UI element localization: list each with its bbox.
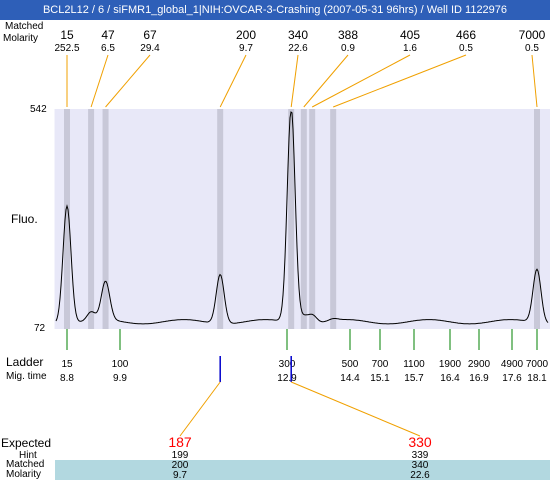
peak-molarity-label: 9.7	[239, 43, 253, 54]
peak-band	[309, 109, 316, 329]
peak-size-label: 466	[456, 28, 476, 42]
peak-band	[217, 109, 224, 329]
ladder-time-label: 16.9	[469, 373, 489, 384]
molarity-row-label: Molarity	[6, 469, 42, 480]
matched-header-label: Matched	[5, 21, 44, 32]
window-title: BCL2L12 / 6 / siFMR1_global_1|NIH:OVCAR-…	[0, 0, 550, 20]
ladder-size-label: 500	[342, 359, 359, 370]
ladder-size-label: 4900	[501, 359, 524, 370]
y-axis-title: Fluo.	[11, 212, 38, 226]
ladder-time-label: 14.4	[340, 373, 360, 384]
mig-time-label: Mig. time	[6, 371, 47, 382]
ladder-time-label: 15.1	[370, 373, 390, 384]
expected-leader-line	[179, 381, 221, 437]
peak-leader-line	[290, 54, 299, 108]
peak-molarity-label: 252.5	[54, 43, 79, 54]
ladder-size-label: 1900	[439, 359, 462, 370]
molarity-value: 9.7	[173, 470, 187, 480]
expected-size-value: 330	[408, 434, 432, 450]
ladder-size-label: 2900	[468, 359, 491, 370]
fluorescence-trace	[55, 111, 549, 325]
expected-size-value: 187	[168, 434, 192, 450]
peak-leader-line	[333, 54, 467, 108]
y-axis-min-label: 72	[34, 323, 46, 334]
ladder-time-label: 15.7	[404, 373, 424, 384]
peak-size-label: 405	[400, 28, 420, 42]
peak-size-label: 67	[143, 28, 157, 42]
ladder-size-label: 300	[279, 359, 296, 370]
peak-band	[102, 109, 109, 329]
ladder-time-label: 12.9	[277, 373, 297, 384]
matched-value: 340	[412, 460, 429, 471]
peak-molarity-label: 6.5	[101, 43, 115, 54]
peak-size-label: 15	[60, 28, 74, 42]
peak-molarity-label: 0.5	[459, 43, 473, 54]
ladder-size-label: 7000	[526, 359, 549, 370]
molarity-value: 22.6	[410, 470, 430, 480]
ladder-time-label: 17.6	[502, 373, 522, 384]
peak-band	[288, 109, 295, 329]
peak-size-label: 7000	[519, 28, 546, 42]
peak-size-label: 200	[236, 28, 256, 42]
peak-band	[64, 109, 70, 329]
peak-band	[300, 109, 307, 329]
peak-molarity-label: 0.5	[525, 43, 539, 54]
matched-row-background	[55, 460, 550, 470]
ladder-label: Ladder	[6, 355, 44, 369]
hint-value: 199	[172, 450, 189, 461]
peak-leader-line	[311, 54, 411, 108]
expected-row-label: Expected	[1, 436, 52, 450]
expected-leader-line	[291, 381, 421, 437]
ladder-time-label: 9.9	[113, 373, 127, 384]
peak-molarity-label: 1.6	[403, 43, 417, 54]
peak-leader-line	[303, 54, 349, 108]
peak-band	[330, 109, 337, 329]
peak-leader-line	[90, 54, 109, 108]
peak-leader-line	[219, 54, 247, 108]
matched-row-label: Matched	[6, 459, 45, 470]
peak-molarity-label: 22.6	[288, 43, 308, 54]
peak-band	[534, 109, 540, 329]
matched-value: 200	[172, 460, 189, 471]
ladder-size-label: 1100	[403, 359, 425, 370]
molarity-header-label: Molarity	[3, 33, 39, 44]
y-axis-max-label: 542	[30, 104, 47, 115]
peak-leader-line	[531, 54, 538, 108]
ladder-size-label: 700	[372, 359, 389, 370]
molarity-row-background	[55, 470, 550, 480]
peak-molarity-label: 0.9	[341, 43, 355, 54]
hint-row-label: Hint	[19, 450, 37, 461]
hint-value: 339	[412, 450, 429, 461]
ladder-size-label: 100	[112, 359, 129, 370]
peak-size-label: 340	[288, 28, 308, 42]
ladder-time-label: 8.8	[60, 373, 74, 384]
ladder-size-label: 15	[61, 359, 73, 370]
ladder-time-label: 18.1	[527, 373, 547, 384]
peak-band	[88, 109, 95, 329]
peak-leader-line	[105, 54, 151, 108]
ladder-time-label: 16.4	[440, 373, 460, 384]
peak-size-label: 388	[338, 28, 358, 42]
peak-molarity-label: 29.4	[140, 43, 160, 54]
peak-size-label: 47	[101, 28, 115, 42]
